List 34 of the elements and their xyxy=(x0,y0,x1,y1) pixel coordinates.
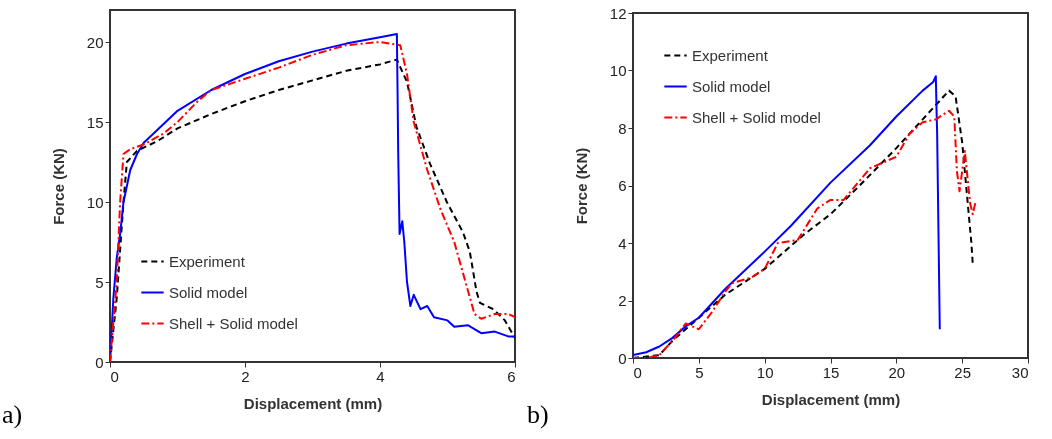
x-tick-label: 0 xyxy=(110,367,119,385)
x-tick-label: 20 xyxy=(888,363,906,381)
y-axis-title: Force (KN) xyxy=(572,147,590,225)
x-tick-label: 10 xyxy=(756,363,774,381)
legend-label: Experiment xyxy=(169,252,246,270)
y-tick-label: 20 xyxy=(86,33,104,51)
y-axis-title: Force (KN) xyxy=(49,148,67,225)
y-tick-label: 0 xyxy=(618,349,627,367)
y-tick-label: 12 xyxy=(609,4,627,22)
y-tick-label: 10 xyxy=(86,193,104,211)
y-tick-label: 15 xyxy=(86,113,104,131)
x-tick-label: 25 xyxy=(954,363,972,381)
x-tick-label: 30 xyxy=(1011,363,1029,381)
text: b) xyxy=(527,400,549,430)
legend-label: Experiment xyxy=(692,46,769,64)
text: a) xyxy=(2,400,23,430)
y-tick-label: 5 xyxy=(95,273,104,291)
x-tick-label: 15 xyxy=(822,363,840,381)
y-tick-label: 10 xyxy=(609,62,627,79)
x-tick-label: 2 xyxy=(241,367,250,385)
y-tick-label: 2 xyxy=(618,292,627,309)
x-tick-label: 4 xyxy=(376,367,385,385)
y-tick-label: 8 xyxy=(618,119,627,137)
y-tick-label: 4 xyxy=(618,234,627,252)
y-tick-label: 6 xyxy=(618,177,627,194)
legend-label: Shell + Solid model xyxy=(692,108,821,126)
x-tick-label: 0 xyxy=(633,363,642,381)
legend-label: Solid model xyxy=(169,283,248,301)
x-axis-title: Displacement (mm) xyxy=(243,394,383,412)
x-tick-label: 6 xyxy=(507,367,516,385)
legend-label: Solid model xyxy=(692,77,771,95)
x-tick-label: 5 xyxy=(695,363,704,381)
x-axis-title: Displacement (mm) xyxy=(761,390,901,408)
legend-label: Shell + Solid model xyxy=(169,314,298,332)
